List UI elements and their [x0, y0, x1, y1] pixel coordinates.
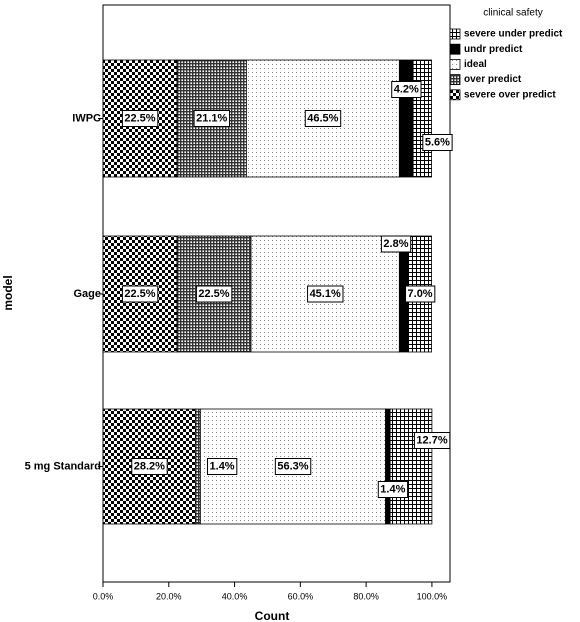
- value-label-box: [131, 458, 168, 475]
- value-label-box: [121, 285, 159, 303]
- x-tick-label: 100.0%: [417, 591, 448, 601]
- value-label: 1.4%: [380, 483, 405, 495]
- legend-swatch: [449, 89, 461, 101]
- value-label: 45.1%: [310, 288, 341, 300]
- x-tick-label: 60.0%: [288, 591, 314, 601]
- bar-segment: [385, 408, 391, 525]
- x-tick-label: 0.0%: [93, 591, 114, 601]
- category-label: IWPC: [72, 112, 101, 124]
- value-label-box: [121, 110, 159, 127]
- value-label-box: [422, 134, 453, 151]
- value-label-box: [413, 432, 451, 449]
- value-label: 7.0%: [408, 288, 433, 300]
- value-label: 46.5%: [307, 112, 338, 124]
- value-label: 4.2%: [394, 83, 419, 95]
- bar-segment: [389, 408, 433, 525]
- value-label-box: [307, 285, 344, 303]
- legend-swatch: [449, 59, 461, 70]
- value-label: 12.7%: [416, 434, 447, 446]
- value-label-box: [195, 285, 233, 303]
- legend-swatch: [449, 74, 461, 85]
- value-label: 5.6%: [425, 136, 450, 148]
- legend-label: severe under predict: [464, 29, 563, 40]
- legend-label: undr predict: [464, 44, 523, 55]
- value-label-box: [304, 110, 342, 127]
- x-tick-label: 80.0%: [353, 591, 379, 601]
- value-label-box: [405, 285, 436, 303]
- legend-label: ideal: [464, 59, 487, 70]
- legend-swatch: [449, 28, 461, 40]
- value-label-box: [274, 458, 312, 475]
- legend-label: severe over predict: [464, 89, 556, 100]
- legend-label: over predict: [464, 74, 522, 85]
- legend-title: clinical safety: [483, 8, 542, 19]
- value-label-box: [207, 458, 238, 475]
- value-label: 22.5%: [124, 112, 155, 124]
- bar-segment: [412, 59, 432, 178]
- value-label-box: [380, 235, 412, 253]
- bar-segment: [398, 59, 414, 178]
- category-label: Gage: [73, 288, 101, 300]
- value-label: 21.1%: [196, 112, 227, 124]
- x-axis-label: Count: [255, 609, 290, 622]
- value-label: 56.3%: [277, 460, 308, 472]
- value-label: 28.2%: [134, 460, 165, 472]
- bar-segment: [195, 408, 201, 525]
- value-label-box: [391, 81, 422, 98]
- value-label: 1.4%: [210, 460, 235, 472]
- value-label-box: [377, 481, 409, 498]
- legend-swatch: [449, 43, 461, 55]
- value-label: 22.5%: [124, 288, 155, 300]
- value-label-box: [193, 110, 231, 127]
- x-tick-label: 40.0%: [222, 591, 248, 601]
- category-label: 5 mg Standard: [25, 460, 101, 472]
- y-axis-label: model: [1, 275, 15, 310]
- value-label: 22.5%: [198, 288, 229, 300]
- value-label: 2.8%: [383, 238, 408, 250]
- x-tick-label: 20.0%: [156, 591, 182, 601]
